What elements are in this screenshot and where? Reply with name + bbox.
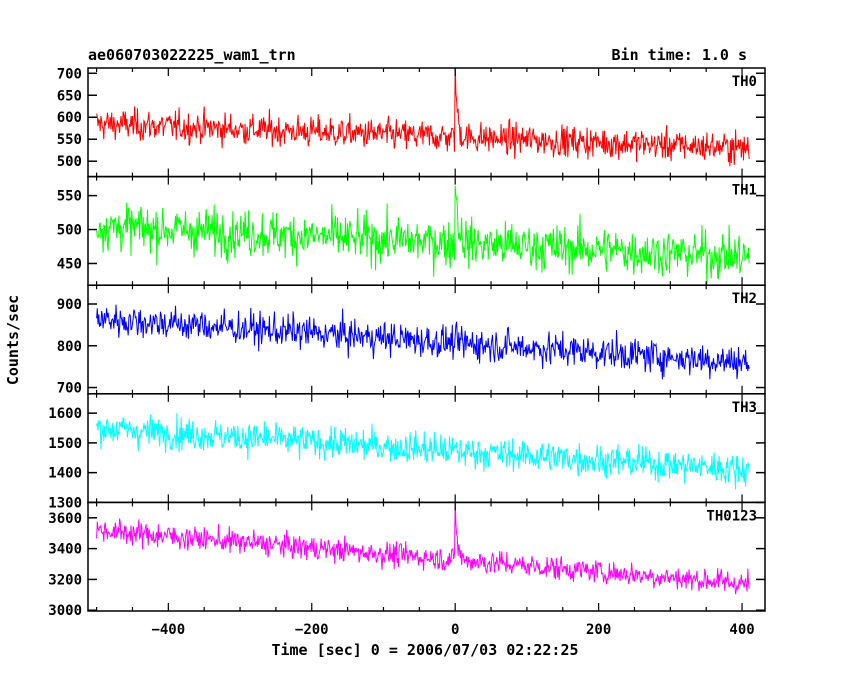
y-tick-label: 550 xyxy=(57,189,82,205)
panel-label: TH0123 xyxy=(706,508,757,524)
y-tick-label: 3200 xyxy=(48,572,82,588)
y-tick-label: 3400 xyxy=(48,542,82,558)
y-tick-label: 1300 xyxy=(48,495,82,511)
y-tick-label: 900 xyxy=(57,297,82,313)
panel-frame xyxy=(87,501,766,612)
y-tick-label: 650 xyxy=(57,88,82,104)
x-tick-label: 0 xyxy=(451,622,459,638)
x-axis: −400 −200 0 200 400 xyxy=(151,622,754,638)
panel-frame xyxy=(87,284,766,395)
y-tick-label: 600 xyxy=(57,110,82,126)
lightcurve-th0 xyxy=(96,68,750,167)
x-tick-label: −400 xyxy=(151,622,185,638)
y-tick-label: 500 xyxy=(57,223,82,239)
y-tick-label: 3000 xyxy=(48,603,82,619)
lightcurve-th3 xyxy=(96,413,750,490)
y-tick-label: 700 xyxy=(57,66,82,82)
y-tick-label: 450 xyxy=(57,256,82,272)
lightcurve-th0123 xyxy=(96,502,750,595)
panel-th0123: 3000 3200 3400 3600 TH0123 xyxy=(48,501,766,619)
bin-time-label: Bin time: 1.0 s xyxy=(612,46,747,64)
y-tick-label: 3600 xyxy=(48,511,82,527)
panel-frame xyxy=(87,393,766,504)
panel-label: TH1 xyxy=(732,183,757,199)
x-axis-label: Time [sec] 0 = 2006/07/03 02:22:25 xyxy=(271,641,578,659)
panel-th1: 450 500 550 TH1 xyxy=(57,175,766,286)
panel-label: TH2 xyxy=(732,291,757,307)
lightcurve-th1 xyxy=(96,185,750,285)
panel-label: TH0 xyxy=(732,74,757,90)
x-tick-label: 400 xyxy=(729,622,754,638)
y-tick-label: 550 xyxy=(57,132,82,148)
panel-frame xyxy=(87,67,766,178)
y-tick-label: 500 xyxy=(57,154,82,170)
panel-label: TH3 xyxy=(732,400,757,416)
chart-title: ae060703022225_wam1_trn xyxy=(88,46,296,64)
x-tick-label: 200 xyxy=(586,622,611,638)
y-tick-label: 800 xyxy=(57,339,82,355)
x-tick-label: −200 xyxy=(295,622,329,638)
y-tick-label: 1400 xyxy=(48,466,82,482)
y-axis-label: Counts/sec xyxy=(4,295,22,385)
panel-th3: 1300 1400 1500 1600 TH3 xyxy=(48,393,766,511)
panel-th2: 700 800 900 TH2 xyxy=(57,284,766,397)
panel-th0: 500 550 600 650 700 TH0 xyxy=(57,66,766,178)
y-tick-label: 1600 xyxy=(48,406,82,422)
y-tick-label: 700 xyxy=(57,381,82,397)
y-tick-label: 1500 xyxy=(48,436,82,452)
panels-group: 500 550 600 650 700 TH0 450 500 550 TH1 700 800 900 T… xyxy=(48,66,766,619)
lightcurve-th2 xyxy=(96,304,750,380)
